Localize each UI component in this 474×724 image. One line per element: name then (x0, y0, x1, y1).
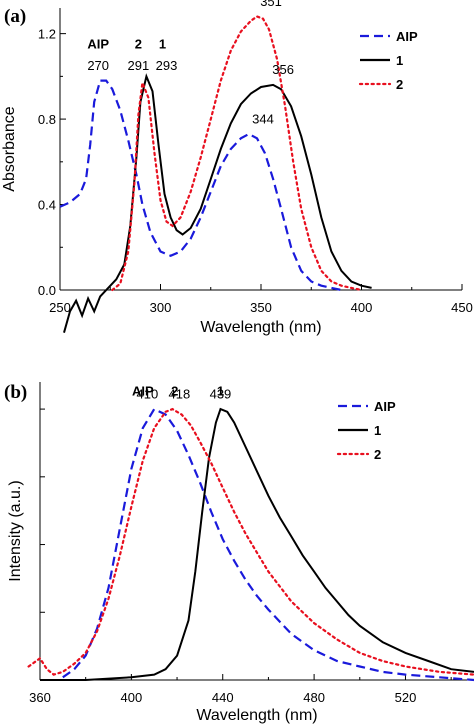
panel-letter: (b) (4, 382, 27, 403)
legend-label-2: 2 (396, 77, 403, 92)
series-line-aip (59, 79, 342, 292)
peak-label: 1 (159, 37, 166, 52)
peak-label: 410 (137, 386, 159, 401)
peak-label: 2 (135, 37, 142, 52)
x-tick-label: 300 (150, 300, 172, 315)
peak-label: 351 (260, 0, 282, 9)
peak-label: 2 (171, 384, 178, 399)
x-tick-label: 250 (49, 300, 71, 315)
y-tick-label: 0.4 (38, 198, 56, 213)
peak-label: 418 (168, 386, 190, 401)
peak-label: 1 (217, 384, 224, 399)
x-tick-label: 350 (250, 300, 272, 315)
legend-label-aip: AIP (374, 399, 396, 414)
x-tick-label: 400 (351, 300, 373, 315)
peak-label: 270 (87, 58, 109, 73)
peak-label: 439 (210, 386, 232, 401)
y-axis-title: Absorbance (1, 106, 18, 191)
y-tick-label: 1.2 (38, 27, 56, 42)
chart-panel-1: 250 300 350 400 450 0.0 0.4 0.8 1.2 AIP 2 1 270 291 29… (1, 0, 473, 336)
x-axis-title: Wavelength (nm) (200, 319, 321, 336)
peak-label: AIP (87, 37, 109, 52)
y-tick-label: 0.8 (38, 112, 56, 127)
legend-label-1: 1 (396, 53, 403, 68)
x-tick-label: 400 (121, 690, 143, 705)
x-tick-label: 480 (303, 690, 325, 705)
peak-label: 344 (252, 111, 274, 126)
x-axis-title: Wavelength (nm) (196, 707, 317, 724)
series-line-aip (62, 407, 474, 682)
chart-panel-2: 360 400 440 480 520 AIP 2 1 410 418 439 AIP 1 2 Wavele… (4, 382, 474, 724)
peak-label: 291 (128, 58, 150, 73)
panel-letter: (a) (4, 6, 26, 27)
legend-label-1: 1 (374, 423, 381, 438)
series-line-1 (63, 73, 372, 333)
series-line-2 (111, 15, 363, 292)
x-tick-label: 520 (395, 690, 417, 705)
series-line-1 (40, 407, 474, 681)
peak-label: 293 (156, 58, 178, 73)
series-line-2 (27, 407, 474, 676)
x-tick-label: 450 (451, 300, 473, 315)
x-tick-label: 360 (29, 690, 51, 705)
y-axis-title: Intensity (a.u.) (7, 480, 24, 581)
x-tick-label: 440 (212, 690, 234, 705)
y-tick-label: 0.0 (38, 283, 56, 298)
peak-label: 356 (272, 62, 294, 77)
legend-label-2: 2 (374, 447, 381, 462)
peak-label: AIP (132, 384, 154, 399)
legend-label-aip: AIP (396, 29, 418, 44)
